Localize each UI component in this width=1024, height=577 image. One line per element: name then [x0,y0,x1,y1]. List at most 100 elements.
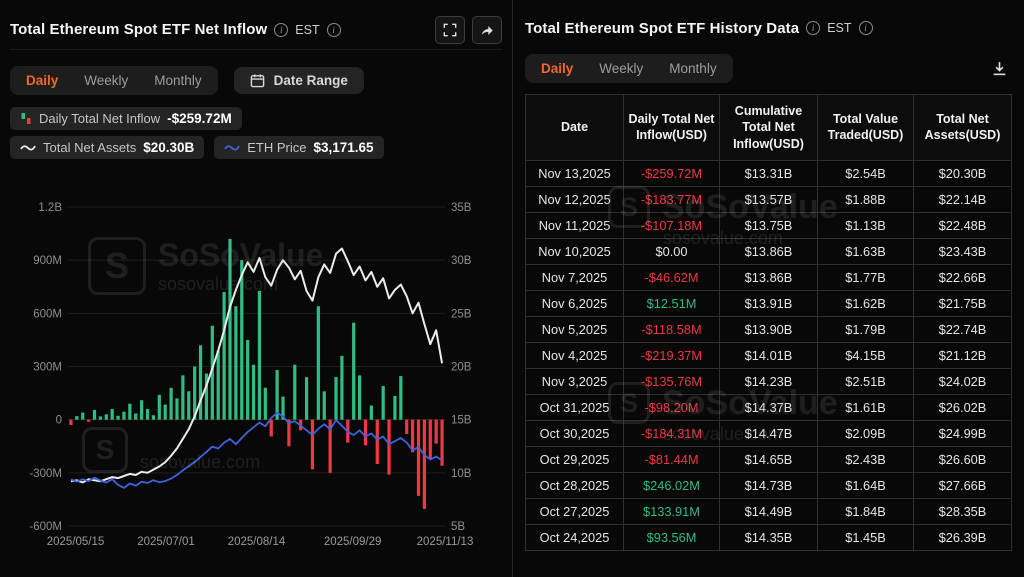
share-icon [480,23,494,37]
cumulative-inflow-cell: $14.65B [719,445,818,473]
net-assets-cell: $27.66B [913,471,1012,499]
legend-total-net-assets[interactable]: Total Net Assets $20.30B [10,136,205,159]
daily-inflow-cell: $12.51M [623,289,720,317]
date-cell: Nov 11,2025 [525,211,624,239]
table-row: Nov 3,2025 -$135.76M $14.23B $2.51B $24.02B [525,367,1012,395]
cumulative-inflow-cell: $13.91B [719,289,818,317]
x-axis-label: 2025/07/01 [137,536,195,548]
table-row: Nov 12,2025 -$183.77M $13.57B $1.88B $22.14B [525,185,1012,213]
right-controls-row: Daily Weekly Monthly [525,54,1012,83]
table-header-row: Date Daily Total Net Inflow(USD) Cumulativ… [525,94,1012,161]
value-traded-cell: $1.63B [817,237,914,265]
table-row: Oct 27,2025 $133.91M $14.49B $1.84B $28.35B [525,497,1012,525]
value-traded-cell: $1.45B [817,523,914,551]
cumulative-inflow-cell: $13.86B [719,263,818,291]
net-assets-cell: $21.12B [913,341,1012,369]
download-button[interactable] [986,55,1012,83]
cumulative-inflow-cell: $14.37B [719,393,818,421]
cumulative-inflow-cell: $13.75B [719,211,818,239]
tab-weekly[interactable]: Weekly [71,69,141,92]
left-axis-label: 300M [33,362,62,374]
net-inflow-chart[interactable]: 1.2B 35B 900M 30B 600M 25B 300M 20B 0 15B -300M 10B… [10,165,502,553]
net-inflow-panel: Total Ethereum Spot ETF Net Inflow i EST… [10,10,502,553]
cumulative-inflow-cell: $14.47B [719,419,818,447]
net-assets-cell: $21.75B [913,289,1012,317]
tab-daily[interactable]: Daily [13,69,71,92]
daily-inflow-cell: $133.91M [623,497,720,525]
right-panel-header: Total Ethereum Spot ETF History Data i E… [525,10,1012,46]
right-axis-label: 5B [451,521,465,533]
net-assets-cell: $22.14B [913,185,1012,213]
cumulative-inflow-cell: $13.31B [719,159,818,187]
history-data-panel: Total Ethereum Spot ETF History Data i E… [512,0,1024,577]
chart-legend: Daily Total Net Inflow -$259.72M Total N… [10,107,502,159]
value-traded-cell: $2.51B [817,367,914,395]
daily-inflow-cell: -$46.62M [623,263,720,291]
tab-monthly[interactable]: Monthly [141,69,214,92]
date-cell: Oct 27,2025 [525,497,624,525]
net-assets-cell: $26.02B [913,393,1012,421]
left-panel-header: Total Ethereum Spot ETF Net Inflow i EST… [10,10,502,50]
daily-inflow-cell: -$107.18M [623,211,720,239]
table-row: Nov 7,2025 -$46.62M $13.86B $1.77B $22.66B [525,263,1012,291]
date-cell: Oct 31,2025 [525,393,624,421]
left-axis-label: -300M [29,468,62,480]
fullscreen-button[interactable] [435,15,465,44]
tab-weekly[interactable]: Weekly [586,57,656,80]
net-assets-cell: $20.30B [913,159,1012,187]
right-axis-label: 35B [451,202,472,214]
daily-inflow-cell: -$118.58M [623,315,720,343]
value-traded-cell: $1.61B [817,393,914,421]
net-assets-cell: $22.48B [913,211,1012,239]
date-cell: Nov 10,2025 [525,237,624,265]
net-assets-cell: $24.02B [913,367,1012,395]
date-cell: Nov 7,2025 [525,263,624,291]
fullscreen-icon [443,23,457,37]
share-button[interactable] [472,15,502,44]
daily-inflow-cell: -$81.44M [623,445,720,473]
cumulative-inflow-cell: $14.01B [719,341,818,369]
daily-inflow-cell: -$98.20M [623,393,720,421]
legend-eth-price[interactable]: ETH Price $3,171.65 [214,136,384,159]
tab-monthly[interactable]: Monthly [656,57,729,80]
est-label: EST [827,21,852,35]
daily-inflow-cell: -$219.37M [623,341,720,369]
net-assets-cell: $23.43B [913,237,1012,265]
value-traded-cell: $2.43B [817,445,914,473]
value-traded-cell: $1.79B [817,315,914,343]
legend-daily-net-inflow[interactable]: Daily Total Net Inflow -$259.72M [10,107,242,130]
info-icon[interactable]: i [274,22,289,37]
table-row: Nov 13,2025 -$259.72M $13.31B $2.54B $20.30B [525,159,1012,187]
daily-inflow-cell: $93.56M [623,523,720,551]
net-assets-cell: $26.39B [913,523,1012,551]
column-header: Total Value Traded(USD) [817,94,914,161]
column-header: Daily Total Net Inflow(USD) [623,94,720,161]
page-title: Total Ethereum Spot ETF Net Inflow [10,21,268,38]
date-cell: Oct 28,2025 [525,471,624,499]
cumulative-inflow-cell: $14.23B [719,367,818,395]
net-assets-cell: $28.35B [913,497,1012,525]
period-tab-group: Daily Weekly Monthly [525,54,733,83]
daily-inflow-cell: $0.00 [623,237,720,265]
info-icon[interactable]: i [858,21,873,35]
value-traded-cell: $1.13B [817,211,914,239]
column-header: Cumulative Total Net Inflow(USD) [719,94,818,161]
tab-daily[interactable]: Daily [528,57,586,80]
table-row: Nov 4,2025 -$219.37M $14.01B $4.15B $21.12B [525,341,1012,369]
cumulative-inflow-cell: $13.90B [719,315,818,343]
info-icon[interactable]: i [326,22,341,37]
x-axis-label: 2025/08/14 [228,536,286,548]
table-row: Oct 29,2025 -$81.44M $14.65B $2.43B $26.60B [525,445,1012,473]
date-range-button[interactable]: Date Range [233,67,364,94]
cumulative-inflow-cell: $13.57B [719,185,818,213]
table-row: Oct 31,2025 -$98.20M $14.37B $1.61B $26.02B [525,393,1012,421]
net-assets-cell: $22.74B [913,315,1012,343]
column-header: Date [525,94,624,161]
info-icon[interactable]: i [806,21,821,35]
net-assets-cell: $24.99B [913,419,1012,447]
left-axis-label: 0 [56,415,62,427]
date-cell: Nov 12,2025 [525,185,624,213]
date-cell: Oct 29,2025 [525,445,624,473]
right-axis-label: 15B [451,415,472,427]
